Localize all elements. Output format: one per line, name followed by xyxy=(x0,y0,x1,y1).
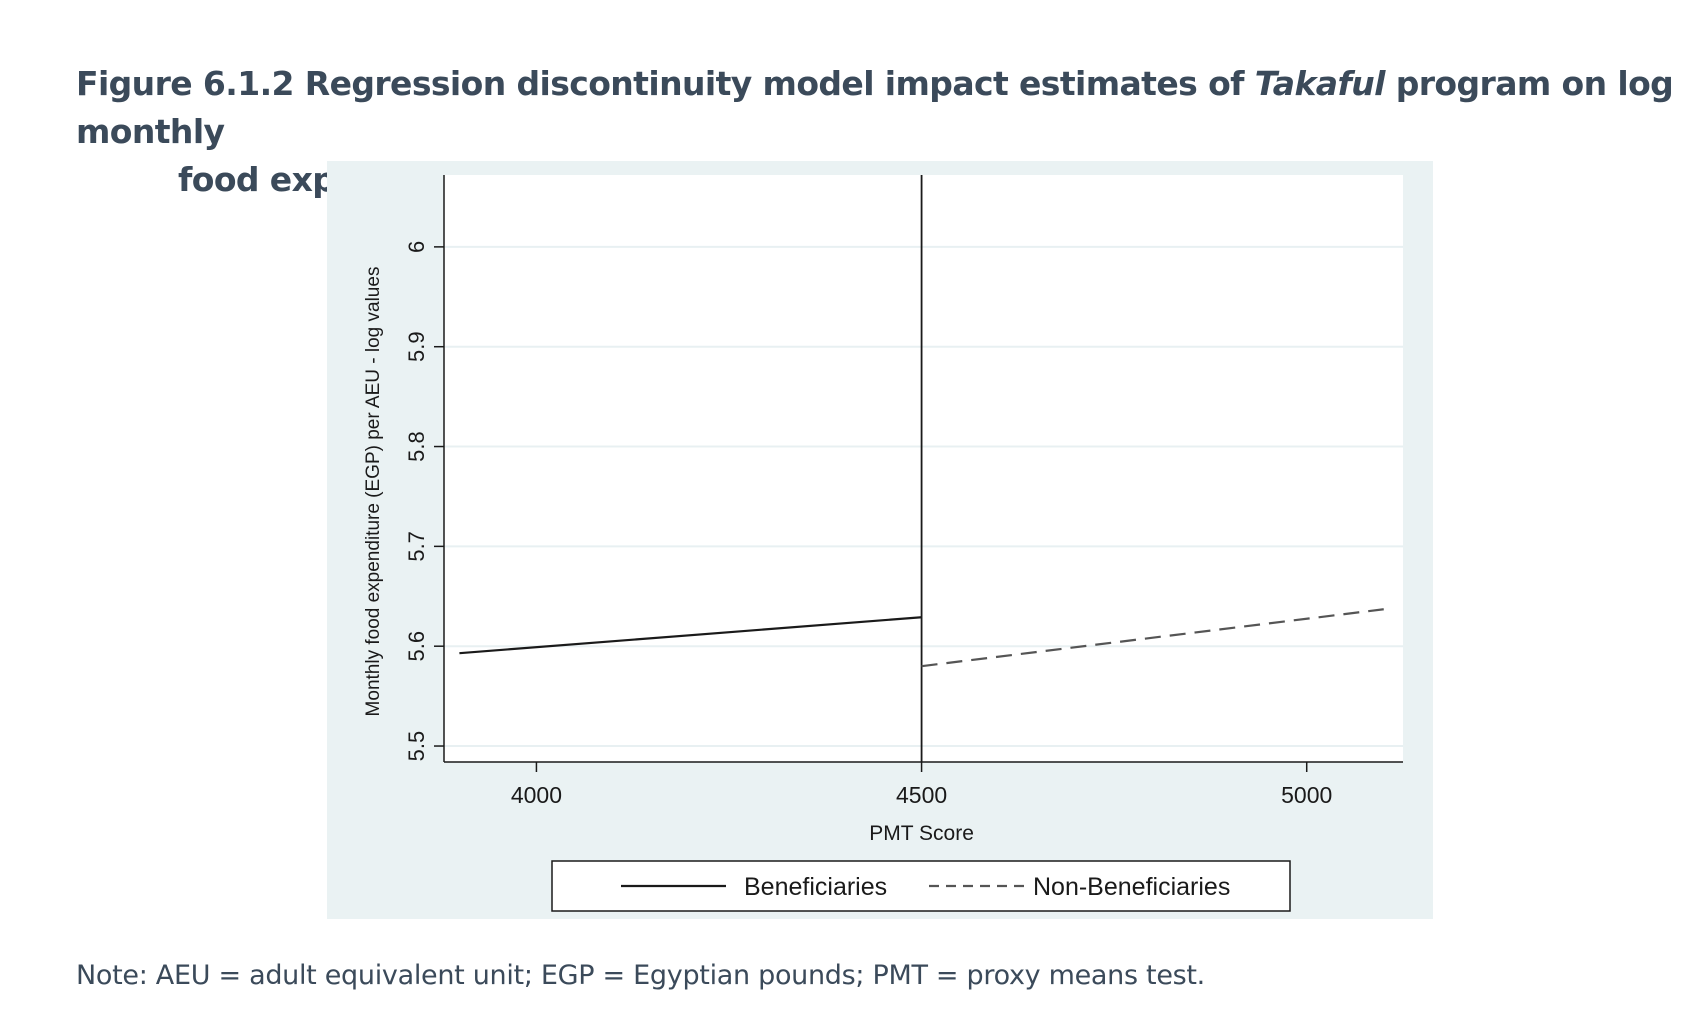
x-axis-title: PMT Score xyxy=(869,822,974,845)
plot-area xyxy=(444,175,1403,762)
x-tick-label-1: 4500 xyxy=(896,782,947,808)
series-line-0 xyxy=(459,616,922,655)
figure-title-italic: Takaful xyxy=(1254,64,1386,103)
y-tick-label-2: 5.7 xyxy=(404,531,429,562)
y-tick-label-0: 5.5 xyxy=(404,731,429,762)
chart-panel: 5.5 5.6 5.7 5.8 5.9 6 4000 4500 5000 Monthly food… xyxy=(327,161,1433,919)
rd-line-chart: 5.5 5.6 5.7 5.8 5.9 6 4000 4500 5000 Monthly food… xyxy=(363,175,1403,912)
figure-note: Note: AEU = adult equivalent unit; EGP =… xyxy=(76,960,1205,991)
y-axis-title: Monthly food expenditure (EGP) per AEU -… xyxy=(363,267,384,717)
x-tick-label-0: 4000 xyxy=(511,782,562,808)
y-tick-label-5: 6 xyxy=(404,241,429,253)
y-tick-label-1: 5.6 xyxy=(404,631,429,662)
y-tick-label-4: 5.9 xyxy=(404,331,429,362)
y-tick-label-3: 5.8 xyxy=(404,431,429,462)
legend-label-beneficiaries: Beneficiaries xyxy=(744,873,887,901)
figure-title-prefix: Figure 6.1.2 Regression discontinuity mo… xyxy=(76,64,1255,103)
x-tick-label-2: 5000 xyxy=(1281,782,1332,808)
legend-label-non-beneficiaries: Non-Beneficiaries xyxy=(1033,873,1230,901)
series-line-1 xyxy=(921,608,1384,668)
figure-title-suffix: program on log monthly xyxy=(76,64,1674,151)
